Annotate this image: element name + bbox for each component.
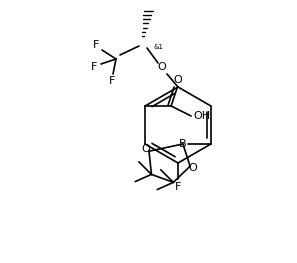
Text: F: F — [93, 40, 99, 50]
Text: O: O — [189, 163, 198, 173]
Text: B: B — [179, 139, 187, 149]
Text: O: O — [142, 144, 150, 154]
Text: F: F — [175, 182, 181, 192]
Text: O: O — [158, 62, 166, 72]
Text: O: O — [174, 75, 182, 85]
Text: F: F — [109, 76, 115, 86]
Text: OH: OH — [194, 111, 211, 121]
Text: &1: &1 — [153, 44, 163, 50]
Text: F: F — [91, 62, 97, 72]
